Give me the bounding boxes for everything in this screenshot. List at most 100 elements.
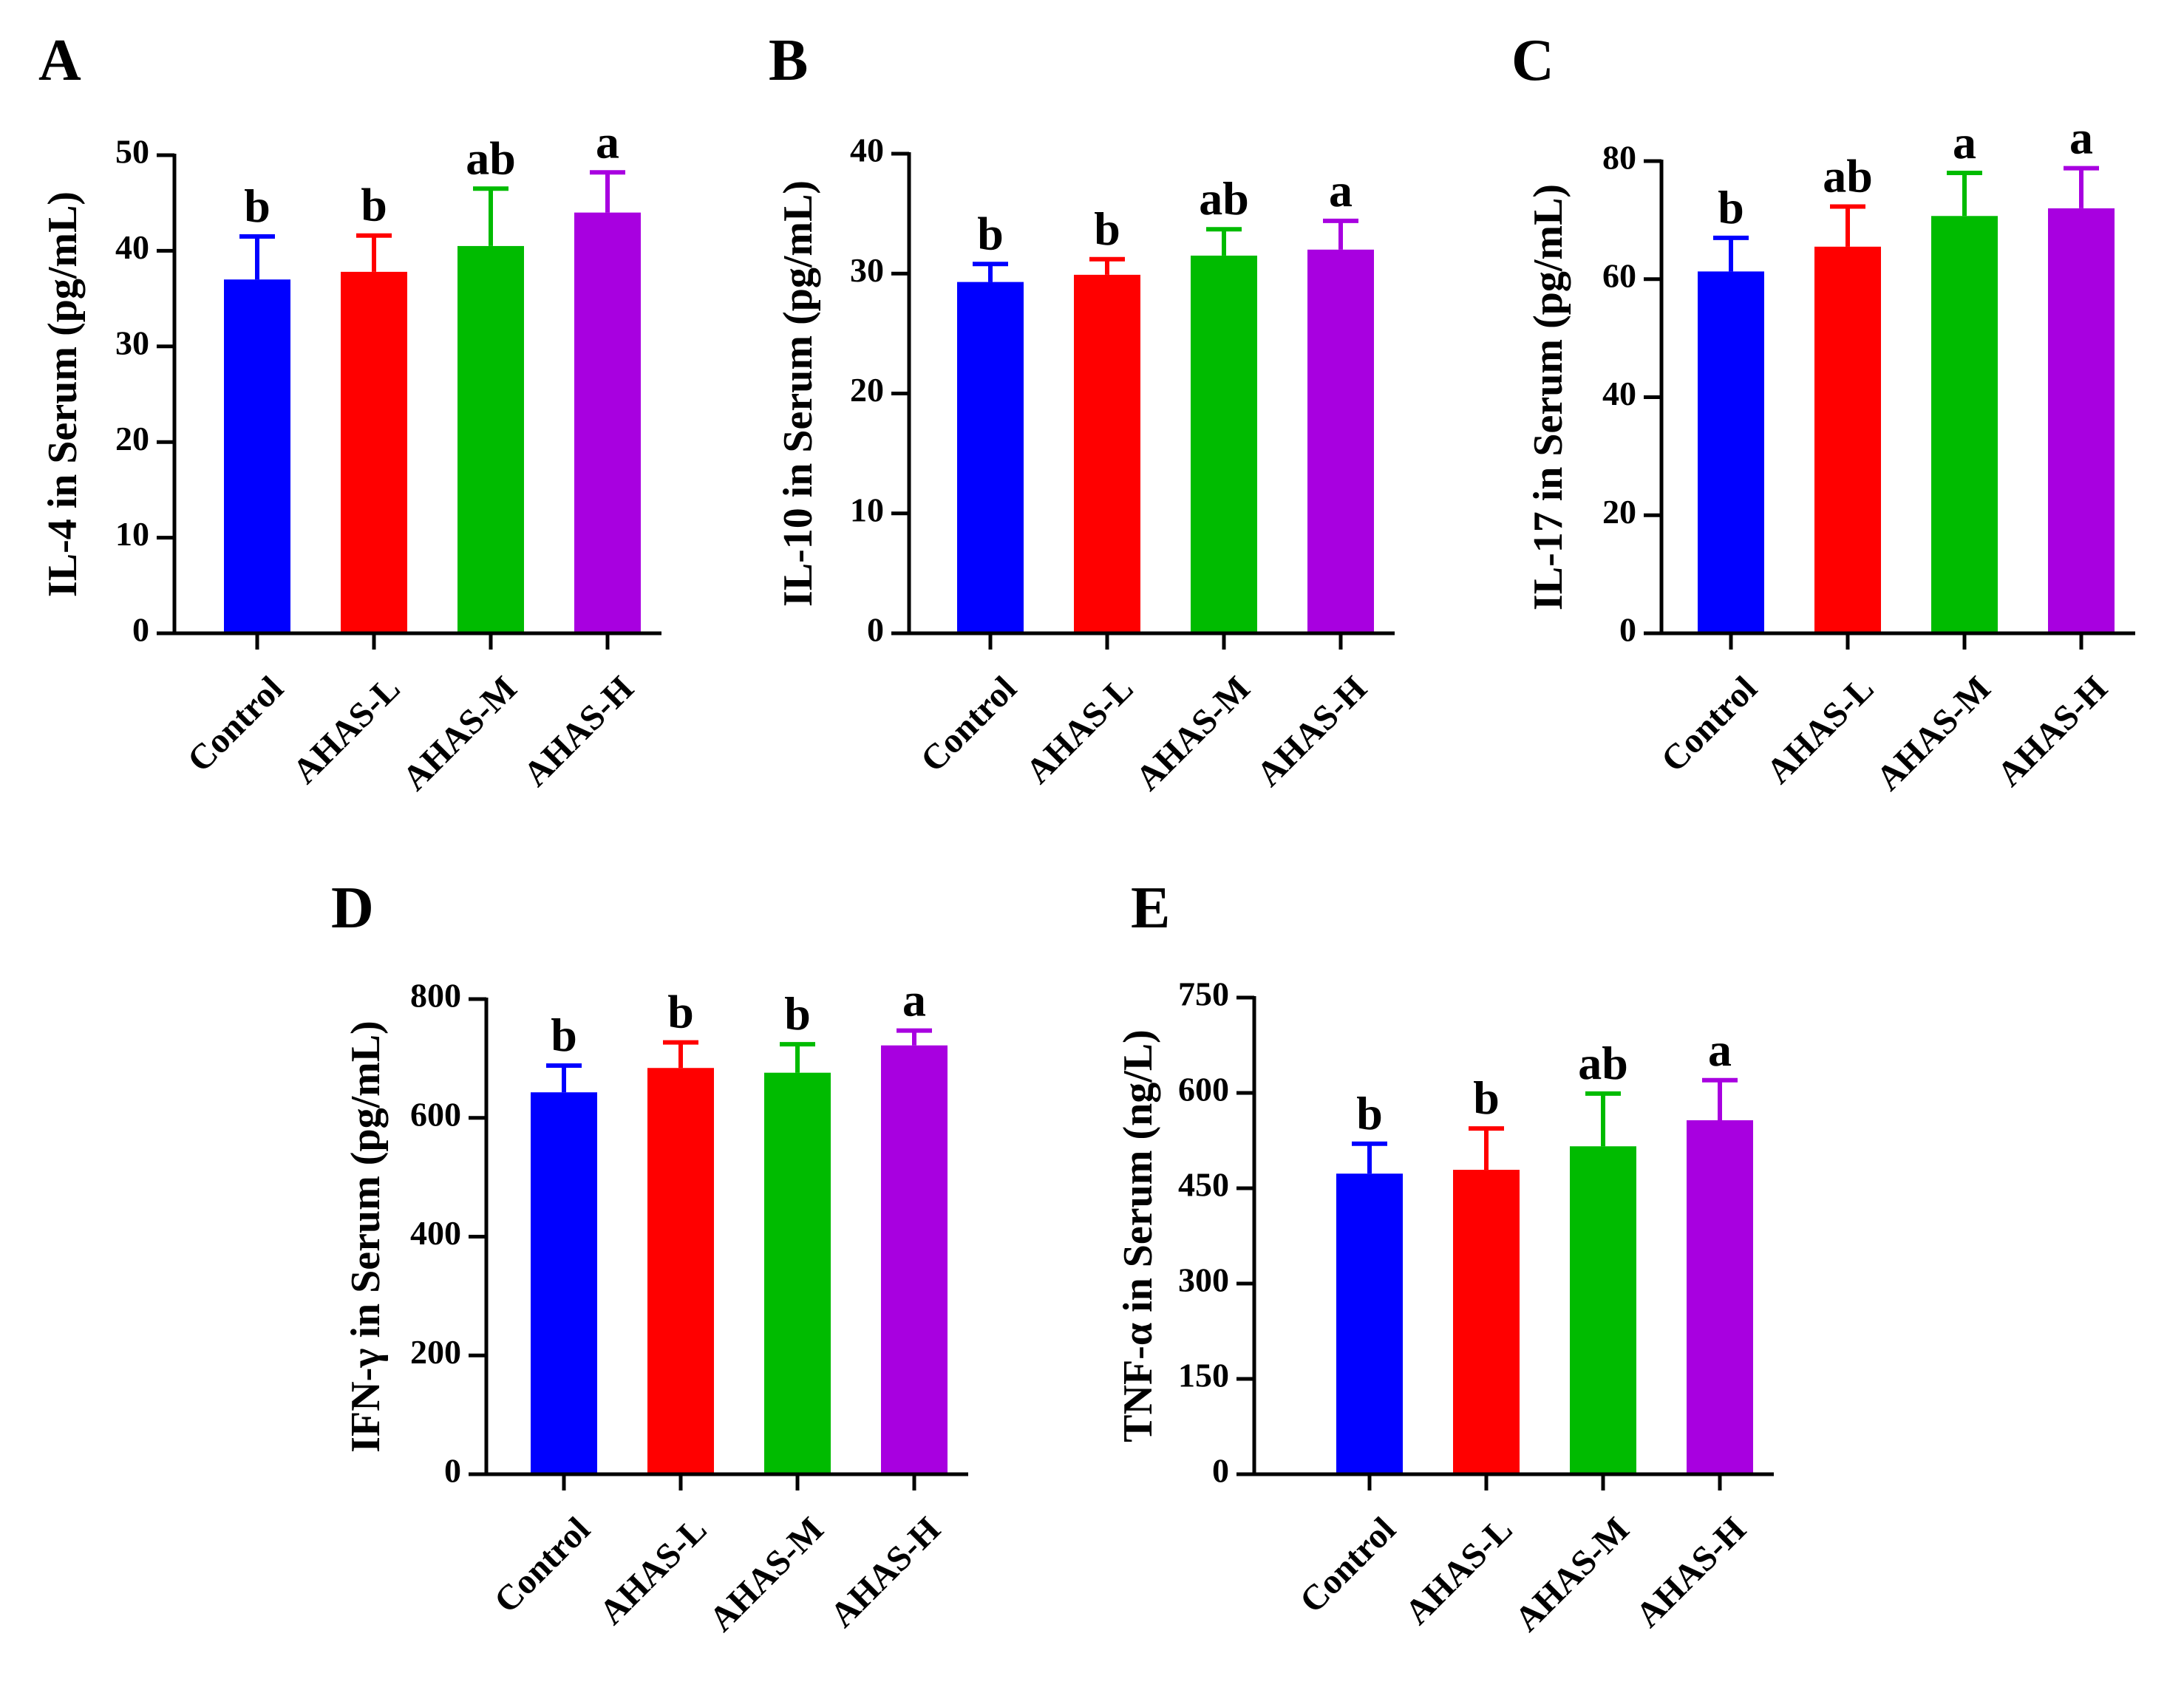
y-tick-label: 20	[850, 371, 884, 409]
category-label-ahas-h: AHAS-H	[516, 669, 641, 794]
category-label-ahas-h: AHAS-H	[1249, 669, 1374, 794]
chart-panel-c: C IL-17 in Serum (pg/mL) b Control ab AHAS-L a…	[1511, 28, 2135, 798]
y-tick-label: 400	[410, 1214, 461, 1252]
significance-label: b	[977, 207, 1004, 259]
category-label-ahas-m: AHAS-M	[1507, 1510, 1636, 1639]
bar-control	[1698, 271, 1764, 633]
category-label-control: Control	[1654, 669, 1765, 780]
significance-label: b	[1473, 1071, 1500, 1124]
y-tick-label: 150	[1178, 1357, 1229, 1394]
y-tick-label: 40	[115, 228, 149, 266]
significance-label: ab	[1823, 150, 1873, 202]
bar-ahas-l	[1453, 1170, 1520, 1474]
bar-ahas-m	[764, 1072, 831, 1474]
bar-control	[224, 279, 290, 633]
y-axis-label: IFN-γ in Serum (pg/mL)	[343, 1021, 389, 1453]
chart-panel-e: E TNF-α in Serum (ng/L) b Control b AHAS-L ab A…	[1115, 876, 1774, 1639]
bar-control	[957, 282, 1024, 633]
bar-control	[531, 1092, 597, 1474]
category-label-ahas-h: AHAS-H	[823, 1510, 948, 1635]
y-tick-label: 600	[1178, 1071, 1229, 1108]
y-tick-label: 450	[1178, 1166, 1229, 1204]
bar-ahas-l	[341, 271, 407, 633]
y-axis-label: TNF-α in Serum (ng/L)	[1115, 1029, 1161, 1442]
significance-label: b	[1094, 202, 1120, 255]
chart-panel-d: D IFN-γ in Serum (pg/mL) b Control b AHAS-L b A…	[331, 876, 968, 1639]
y-tick-label: 10	[115, 515, 149, 553]
panel-letter: B	[769, 28, 808, 93]
significance-label: a	[596, 115, 619, 168]
bar-ahas-h	[881, 1045, 948, 1474]
category-label-ahas-l: AHAS-L	[285, 669, 408, 791]
y-tick-label: 80	[1602, 139, 1636, 177]
bar-control	[1336, 1173, 1403, 1474]
significance-label: b	[667, 986, 694, 1038]
chart-panel-b: B IL-10 in Serum (pg/mL) b Control b AHAS-L ab…	[769, 28, 1395, 798]
y-tick-label: 800	[410, 977, 461, 1015]
bar-ahas-h	[574, 212, 641, 633]
y-tick-label: 200	[410, 1333, 461, 1371]
category-label-control: Control	[914, 669, 1024, 780]
category-label-ahas-m: AHAS-M	[395, 669, 524, 798]
panel-letter: D	[331, 876, 374, 941]
category-label-ahas-l: AHAS-L	[592, 1510, 715, 1632]
significance-label: ab	[466, 132, 516, 184]
chart-panel-a: A IL-4 in Serum (pg/mL) b Control b AHAS-L ab A…	[38, 28, 661, 798]
y-tick-label: 40	[1602, 375, 1636, 412]
bar-ahas-h	[2048, 208, 2115, 633]
y-tick-label: 30	[115, 324, 149, 361]
significance-label: a	[1953, 116, 1976, 168]
y-axis-label: IL-10 in Serum (pg/mL)	[775, 180, 821, 607]
category-label-control: Control	[1293, 1510, 1404, 1621]
y-tick-label: 40	[850, 132, 884, 169]
significance-label: a	[1708, 1023, 1732, 1076]
y-tick-label: 0	[867, 611, 884, 649]
significance-label: a	[2069, 112, 2093, 164]
bar-ahas-h	[1687, 1120, 1753, 1474]
y-axis-label: IL-17 in Serum (pg/mL)	[1525, 184, 1571, 610]
y-tick-label: 30	[850, 251, 884, 289]
category-label-ahas-m: AHAS-M	[1868, 669, 1998, 798]
y-tick-label: 60	[1602, 256, 1636, 294]
panel-letter: A	[38, 28, 81, 93]
category-label-ahas-m: AHAS-M	[1128, 669, 1257, 798]
category-label-ahas-l: AHAS-L	[1398, 1510, 1520, 1632]
significance-label: a	[902, 974, 926, 1026]
category-label-ahas-l: AHAS-L	[1759, 669, 1882, 791]
bar-ahas-m	[1570, 1146, 1636, 1474]
y-tick-label: 20	[1602, 493, 1636, 531]
y-axis-label: IL-4 in Serum (pg/mL)	[40, 191, 86, 597]
y-tick-label: 300	[1178, 1261, 1229, 1299]
significance-label: b	[1718, 181, 1744, 234]
bar-ahas-m	[1931, 216, 1998, 633]
significance-label: b	[244, 180, 271, 232]
bar-ahas-l	[647, 1068, 714, 1474]
significance-label: ab	[1199, 172, 1249, 225]
category-label-control: Control	[180, 669, 291, 780]
significance-label: b	[551, 1009, 577, 1061]
bar-ahas-m	[457, 245, 524, 633]
panel-letter: C	[1511, 28, 1554, 93]
category-label-ahas-m: AHAS-M	[701, 1510, 831, 1639]
bar-ahas-m	[1191, 255, 1257, 633]
category-label-ahas-l: AHAS-L	[1018, 669, 1141, 791]
y-tick-label: 20	[115, 420, 149, 457]
significance-label: b	[784, 987, 811, 1040]
significance-label: ab	[1578, 1037, 1628, 1089]
bar-ahas-h	[1307, 249, 1374, 633]
y-tick-label: 0	[1619, 611, 1636, 649]
bar-ahas-l	[1814, 246, 1881, 634]
category-label-ahas-h: AHAS-H	[1628, 1510, 1753, 1635]
y-tick-label: 50	[115, 133, 149, 171]
y-tick-label: 0	[1212, 1452, 1229, 1490]
y-tick-label: 750	[1178, 975, 1229, 1013]
bar-ahas-l	[1074, 274, 1140, 633]
significance-label: b	[1356, 1087, 1383, 1139]
y-tick-label: 0	[444, 1452, 461, 1490]
significance-label: a	[1329, 164, 1353, 217]
y-tick-label: 0	[132, 611, 149, 649]
panel-letter: E	[1131, 876, 1170, 941]
y-tick-label: 600	[410, 1095, 461, 1133]
y-tick-label: 10	[850, 491, 884, 528]
